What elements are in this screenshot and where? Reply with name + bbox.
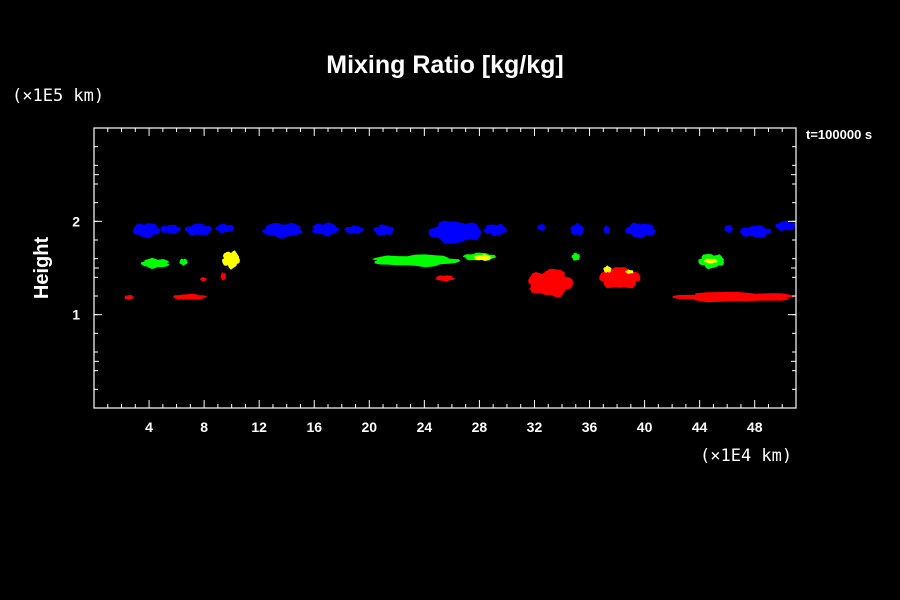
region-blue-15 bbox=[740, 225, 772, 238]
x-tick-label-40: 40 bbox=[637, 419, 653, 435]
region-red-33 bbox=[528, 268, 573, 298]
region-blue-10 bbox=[537, 223, 546, 232]
x-tick-label-16: 16 bbox=[306, 419, 322, 435]
y-axis-label: Height bbox=[31, 237, 53, 300]
region-red-28 bbox=[124, 294, 134, 300]
region-blue-6 bbox=[344, 225, 364, 234]
y-tick-label-1: 1 bbox=[72, 307, 80, 323]
x-tick-label-4: 4 bbox=[145, 419, 153, 435]
x-tick-label-32: 32 bbox=[527, 419, 543, 435]
time-label: t=100000 s bbox=[806, 127, 872, 142]
region-blue-9 bbox=[483, 223, 507, 237]
region-green-17 bbox=[140, 257, 170, 269]
region-red-31 bbox=[220, 272, 227, 281]
region-green-19 bbox=[371, 254, 461, 268]
x-tick-label-8: 8 bbox=[200, 419, 208, 435]
region-red-30 bbox=[200, 276, 207, 282]
region-blue-7 bbox=[373, 224, 394, 236]
y-tick-label-2: 2 bbox=[72, 213, 80, 229]
region-blue-2 bbox=[184, 223, 213, 236]
x-axis-unit: (×1E4 km) bbox=[700, 446, 792, 466]
x-tick-label-20: 20 bbox=[362, 419, 378, 435]
x-tick-label-36: 36 bbox=[582, 419, 598, 435]
x-tick-label-48: 48 bbox=[747, 419, 763, 435]
region-yellow-24 bbox=[474, 254, 492, 261]
region-blue-13 bbox=[625, 222, 656, 239]
region-red-29 bbox=[172, 293, 207, 300]
region-green-18 bbox=[179, 258, 188, 266]
x-tick-label-12: 12 bbox=[251, 419, 267, 435]
contour-regions bbox=[124, 220, 796, 303]
x-tick-label-28: 28 bbox=[472, 419, 488, 435]
region-blue-3 bbox=[215, 223, 235, 234]
region-green-21 bbox=[571, 252, 580, 261]
plot-area bbox=[124, 220, 796, 303]
region-blue-1 bbox=[160, 224, 181, 234]
x-tick-label-24: 24 bbox=[417, 419, 433, 435]
y-axis-unit: (×1E5 km) bbox=[12, 86, 104, 106]
x-axis: 4 8 12 16 20 24 28 32 36 40 44 48 bbox=[107, 128, 783, 435]
region-yellow-27 bbox=[703, 258, 718, 264]
region-blue-16 bbox=[775, 220, 796, 232]
y-axis: 12 bbox=[72, 146, 796, 390]
region-blue-8 bbox=[428, 220, 482, 244]
region-blue-0 bbox=[132, 223, 161, 239]
region-yellow-26 bbox=[625, 269, 634, 274]
region-blue-4 bbox=[261, 222, 303, 239]
plot-frame bbox=[93, 127, 797, 409]
region-red-35 bbox=[672, 291, 795, 303]
region-blue-11 bbox=[570, 222, 584, 236]
chart-title: Mixing Ratio [kg/kg] bbox=[326, 51, 564, 79]
region-yellow-25 bbox=[603, 265, 612, 273]
region-blue-14 bbox=[724, 225, 733, 233]
region-yellow-23 bbox=[222, 250, 240, 270]
region-blue-12 bbox=[603, 225, 611, 234]
x-tick-label-44: 44 bbox=[692, 419, 708, 435]
region-red-32 bbox=[435, 275, 455, 282]
region-blue-5 bbox=[311, 222, 339, 237]
